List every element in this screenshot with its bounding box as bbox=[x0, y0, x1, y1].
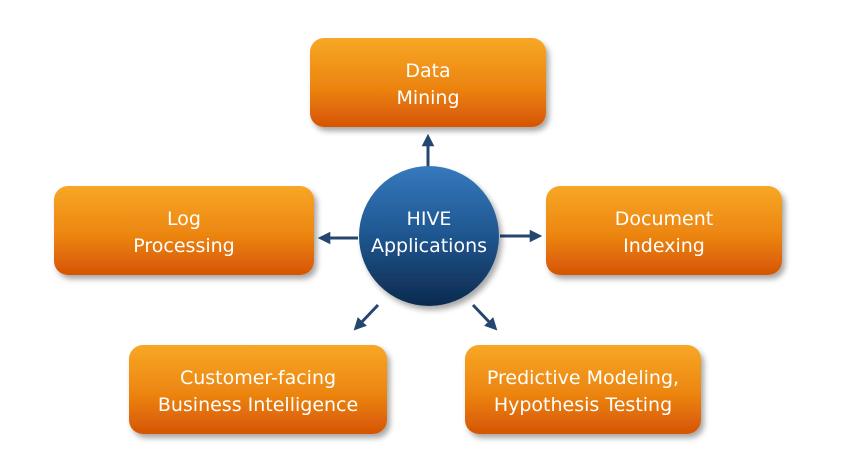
node-document-indexing-line1: Document bbox=[615, 208, 713, 230]
node-log-processing: Log Processing bbox=[54, 186, 314, 275]
connector-arrows bbox=[317, 133, 543, 331]
arrow-to-predictive-modeling bbox=[471, 303, 498, 331]
node-customer-bi-line2: Business Intelligence bbox=[158, 394, 358, 416]
node-document-indexing: Document Indexing bbox=[546, 186, 782, 275]
node-document-indexing-line2: Indexing bbox=[623, 235, 705, 257]
node-customer-bi: Customer-facing Business Intelligence bbox=[129, 345, 387, 434]
node-customer-bi-line1: Customer-facing bbox=[180, 367, 336, 389]
center-hive-applications: HIVE Applications bbox=[359, 166, 499, 306]
node-log-processing-line1: Log bbox=[167, 208, 201, 230]
node-data-mining-line1: Data bbox=[405, 60, 450, 82]
center-line1: HIVE bbox=[407, 208, 452, 230]
arrow-to-customer-bi bbox=[353, 303, 380, 331]
center-line2: Applications bbox=[371, 235, 487, 257]
node-log-processing-line2: Processing bbox=[133, 235, 234, 257]
node-predictive-modeling-line2: Hypothesis Testing bbox=[494, 394, 672, 416]
node-predictive-modeling: Predictive Modeling, Hypothesis Testing bbox=[465, 345, 701, 434]
node-data-mining-line2: Mining bbox=[396, 87, 459, 109]
node-predictive-modeling-line1: Predictive Modeling, bbox=[487, 367, 679, 389]
node-data-mining: Data Mining bbox=[310, 38, 546, 127]
